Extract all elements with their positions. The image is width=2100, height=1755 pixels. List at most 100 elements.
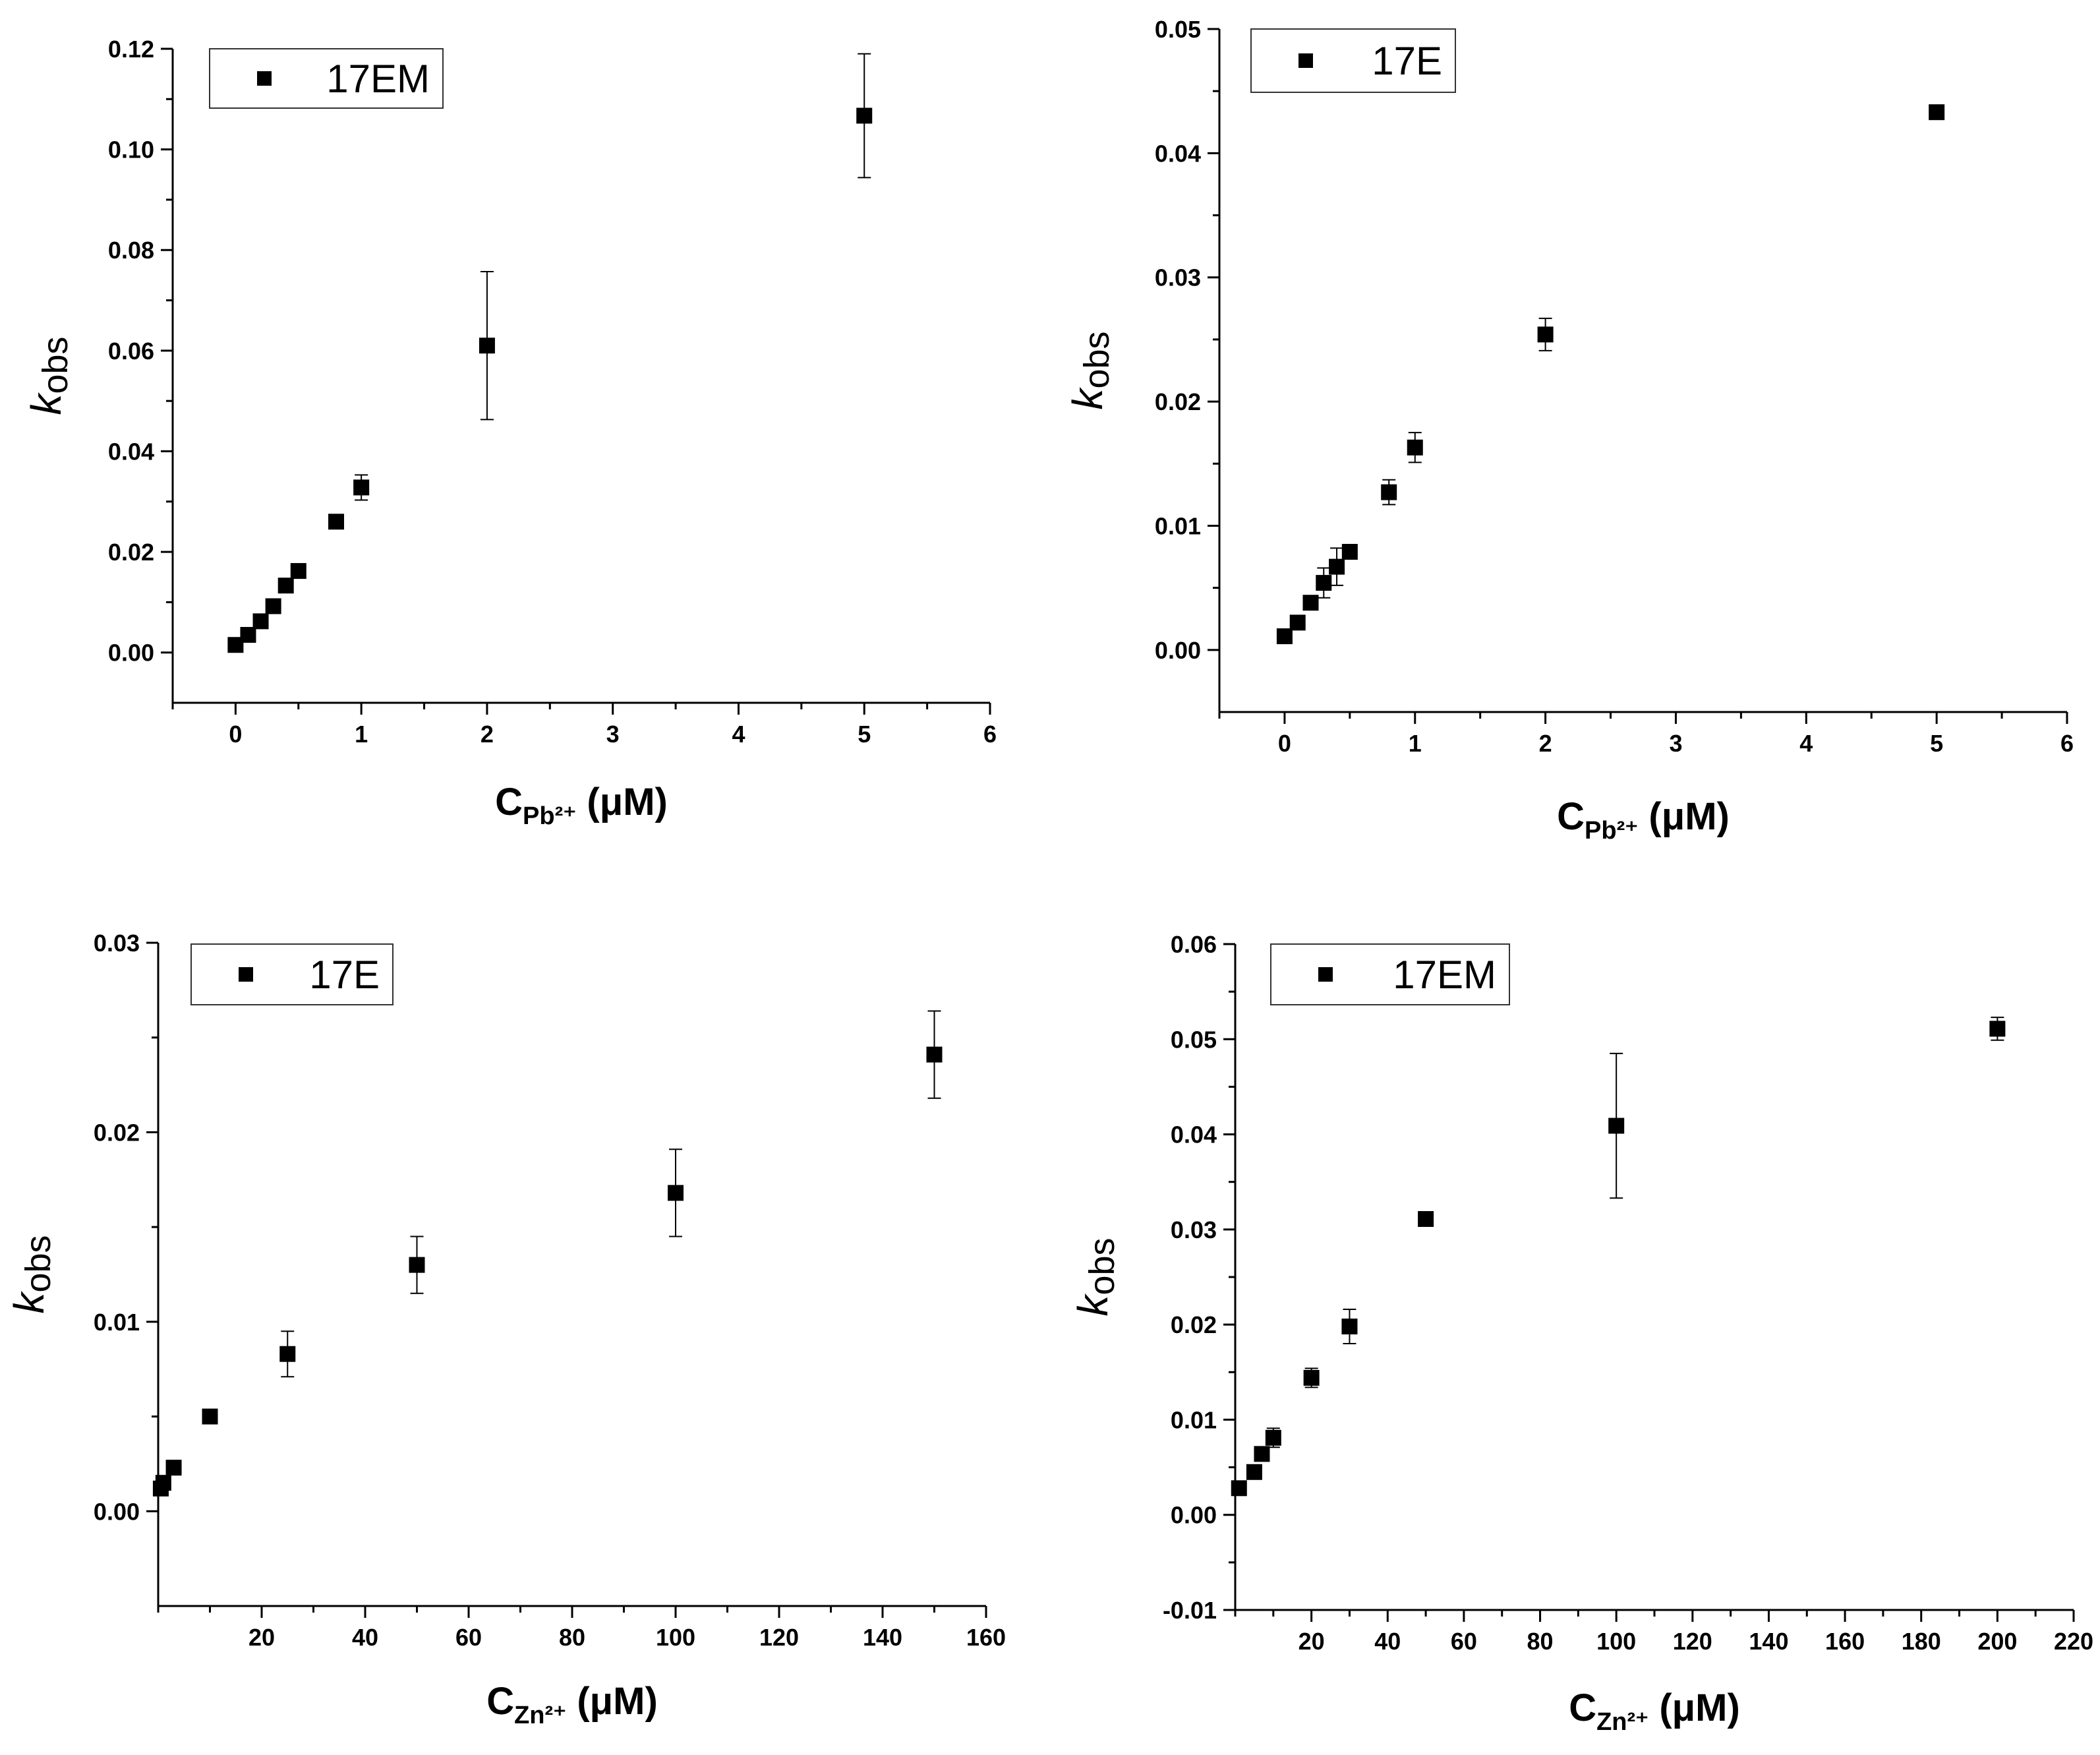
x-tick-label: 160 bbox=[1825, 1628, 1865, 1655]
legend-box bbox=[1270, 943, 1510, 1005]
chart-panel-bottom-right: -0.01 0.00 0.01 0.02 0.03 0.04 0.05 0.06 20 40 60 8… bbox=[1069, 931, 2093, 1736]
data-point bbox=[1537, 326, 1554, 343]
data-point bbox=[165, 1460, 182, 1476]
data-point bbox=[926, 1046, 943, 1063]
y-tick-label: 0.04 bbox=[1155, 140, 1201, 167]
x-tick-label: 100 bbox=[1596, 1628, 1636, 1655]
x-axis-title: CPb²⁺ (μM) bbox=[1557, 795, 1730, 845]
y-tick-label: 0.02 bbox=[1155, 388, 1201, 415]
data-point bbox=[265, 598, 281, 614]
legend-marker bbox=[257, 71, 272, 86]
y-tick-label: 0.01 bbox=[1155, 512, 1201, 539]
y-tick-label: 0.00 bbox=[94, 1498, 140, 1525]
x-tick-label: 40 bbox=[352, 1624, 378, 1651]
legend: 17E bbox=[190, 943, 394, 1005]
data-point bbox=[1407, 439, 1423, 456]
legend-label: 17E bbox=[309, 953, 380, 997]
y-tick-label: 0.04 bbox=[1171, 1121, 1217, 1148]
y-tick-label: 0.00 bbox=[108, 640, 154, 667]
legend-label: 17E bbox=[1372, 39, 1442, 83]
y-axis-title: kobs bbox=[5, 1235, 58, 1313]
legend: 17E bbox=[1250, 28, 1456, 93]
y-tick-label: 0.02 bbox=[1171, 1311, 1217, 1338]
x-tick-label: 4 bbox=[732, 721, 745, 748]
data-point bbox=[277, 578, 294, 594]
legend-box bbox=[1250, 28, 1456, 93]
data-point bbox=[1989, 1021, 2006, 1037]
x-tick-label: 200 bbox=[1977, 1628, 2017, 1655]
chart-panel-top-left: 0.00 0.02 0.04 0.06 0.08 0.10 0.12 0 1 2 3 4 5 6 kobs C… bbox=[22, 36, 997, 830]
y-tick-label: 0.03 bbox=[1171, 1216, 1217, 1243]
data-point bbox=[1265, 1429, 1281, 1446]
y-axis-title-sub: obs bbox=[1082, 1237, 1122, 1295]
data-point bbox=[1302, 595, 1319, 611]
data-point bbox=[1276, 628, 1293, 645]
data-point bbox=[1254, 1446, 1270, 1462]
data-point bbox=[290, 563, 306, 580]
y-tick-label: 0.00 bbox=[1155, 637, 1201, 664]
x-tick-label: 60 bbox=[1451, 1628, 1477, 1655]
y-axis-title-main: k bbox=[1064, 387, 1111, 410]
data-point bbox=[353, 479, 370, 496]
data-point bbox=[1381, 484, 1397, 500]
x-tick-label: 1 bbox=[1409, 730, 1422, 757]
x-tick-label: 120 bbox=[1673, 1628, 1712, 1655]
y-tick-label: 0.12 bbox=[108, 36, 154, 63]
y-axis-title: kobs bbox=[1064, 331, 1117, 409]
y-axis-title-main: k bbox=[22, 392, 70, 415]
data-point bbox=[279, 1346, 296, 1362]
x-tick-label: 60 bbox=[455, 1624, 482, 1651]
x-axis-title-unit: (μM) bbox=[576, 781, 668, 823]
y-axis-title-main: k bbox=[1069, 1294, 1117, 1317]
x-axis-title: CZn²⁺ (μM) bbox=[1569, 1686, 1740, 1736]
x-tick-label: 140 bbox=[1749, 1628, 1788, 1655]
y-tick-label: 0.06 bbox=[108, 338, 154, 365]
y-tick-label: 0.06 bbox=[1171, 931, 1217, 958]
data-point bbox=[202, 1408, 218, 1425]
x-axis-title: CPb²⁺ (μM) bbox=[495, 781, 668, 830]
x-tick-label: 100 bbox=[656, 1624, 695, 1651]
x-tick-label: 140 bbox=[863, 1624, 902, 1651]
y-tick-label: 0.10 bbox=[108, 136, 154, 164]
x-tick-label: 5 bbox=[1930, 730, 1943, 757]
y-tick-label: 0.03 bbox=[1155, 264, 1201, 291]
data-point bbox=[856, 107, 873, 124]
y-tick-label: 0.05 bbox=[1171, 1026, 1217, 1053]
x-tick-label: 80 bbox=[1527, 1628, 1554, 1655]
y-tick-label: -0.01 bbox=[1163, 1597, 1217, 1624]
x-axis-title-main: C bbox=[1557, 795, 1585, 838]
x-tick-label: 6 bbox=[983, 721, 997, 748]
y-tick-label: 0.05 bbox=[1155, 16, 1201, 43]
x-tick-label: 20 bbox=[1298, 1628, 1325, 1655]
data-point bbox=[1303, 1369, 1320, 1386]
y-tick-label: 0.08 bbox=[108, 237, 154, 264]
data-point bbox=[409, 1257, 425, 1273]
data-point bbox=[479, 338, 495, 354]
x-tick-label: 0 bbox=[1278, 730, 1291, 757]
legend-label: 17EM bbox=[1393, 953, 1496, 997]
x-axis-title-unit: (μM) bbox=[1648, 1686, 1740, 1729]
x-tick-label: 160 bbox=[966, 1624, 1006, 1651]
x-tick-label: 2 bbox=[1539, 730, 1552, 757]
x-axis-title: CZn²⁺ (μM) bbox=[486, 1680, 658, 1729]
y-axis-title: kobs bbox=[1069, 1237, 1122, 1316]
x-axis-title-main: C bbox=[495, 781, 523, 823]
y-tick-label: 0.04 bbox=[108, 438, 154, 465]
legend-marker bbox=[239, 967, 253, 982]
x-tick-label: 2 bbox=[481, 721, 494, 748]
x-tick-label: 20 bbox=[248, 1624, 275, 1651]
data-point bbox=[252, 613, 269, 630]
x-axis-title-unit: (μM) bbox=[1638, 795, 1730, 838]
x-tick-label: 40 bbox=[1374, 1628, 1401, 1655]
x-tick-label: 1 bbox=[355, 721, 368, 748]
data-point bbox=[1341, 1319, 1358, 1335]
data-point bbox=[1289, 614, 1306, 631]
data-point bbox=[1341, 544, 1358, 560]
y-tick-label: 0.00 bbox=[1171, 1502, 1217, 1529]
data-point bbox=[1418, 1210, 1434, 1227]
y-axis-title-sub: obs bbox=[1077, 331, 1117, 388]
legend: 17EM bbox=[1270, 943, 1510, 1005]
legend-marker bbox=[1318, 967, 1333, 982]
x-axis-title-main: C bbox=[1569, 1686, 1596, 1729]
